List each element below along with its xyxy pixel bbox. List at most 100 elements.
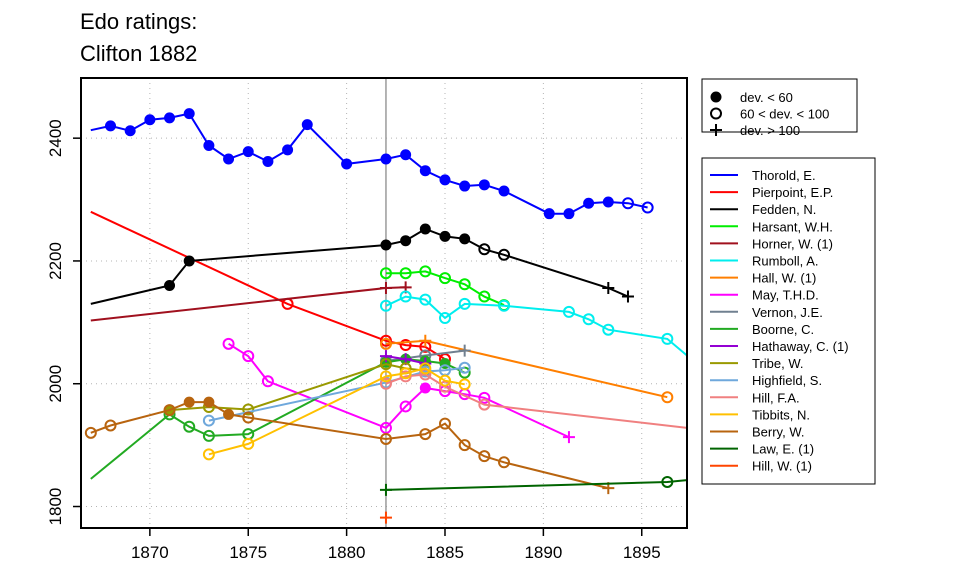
series-thorold-e-line	[90, 112, 648, 215]
marker-legend-open-point	[710, 107, 722, 120]
legend-thorold-e-label: Thorold, E.	[752, 168, 816, 183]
x-tick-label: 1870	[131, 543, 169, 562]
y-tick-label: 2000	[46, 365, 65, 403]
series-law-e-1-point	[661, 475, 674, 488]
series-thorold-e-point	[183, 108, 195, 120]
legend-vernon-j-e-label: Vernon, J.E.	[752, 305, 823, 320]
series-hill-w-1	[379, 511, 392, 524]
legend-tribe-w-label: Tribe, W.	[752, 356, 804, 371]
series-fedden-n-point	[380, 239, 392, 251]
series-thorold-e-point	[242, 146, 254, 158]
series-legend: Thorold, E. Pierpoint, E.P. Fedden, N. Hars…	[701, 157, 876, 485]
series-fedden-n-point	[478, 243, 491, 256]
series-thorold-e-point	[439, 174, 451, 186]
series-pierpoint-e-p-point	[399, 339, 412, 352]
series-harsant-w-h-point	[458, 278, 471, 291]
series-berry-w-point	[84, 426, 97, 439]
x-tick-label: 1875	[229, 543, 267, 562]
series-legend-box	[701, 157, 876, 485]
series-hill-f-a-point	[478, 398, 491, 411]
marker-legend-filled-point	[710, 91, 722, 103]
series-tibbits-n	[202, 362, 471, 461]
series-fedden-n-point	[459, 233, 471, 245]
series-thorold-e-point	[262, 155, 274, 167]
x-tick-label: 1890	[524, 543, 562, 562]
series-berry-w-point	[203, 396, 215, 408]
series-thorold-e-point	[621, 197, 634, 210]
series-rumboll-a-point	[582, 313, 595, 326]
series-fedden-n-line	[90, 227, 629, 305]
series-rumboll-a	[379, 290, 688, 357]
series-harsant-w-h-point	[438, 272, 451, 285]
legend-hill-w-1-label: Hill, W. (1)	[752, 459, 812, 474]
y-axis: 1800 2000 2200 2400	[46, 119, 81, 525]
series-hall-w-1-point	[661, 391, 674, 404]
grid	[81, 78, 687, 528]
legend-hall-w-1-label: Hall, W. (1)	[752, 271, 816, 286]
series-tibbits-n-point	[379, 370, 392, 383]
series-may-t-h-d-point	[242, 350, 255, 363]
series-rumboll-a-point	[438, 312, 451, 325]
series-thorold-e-point	[144, 114, 156, 126]
chart-title-line-2: Clifton 1882	[80, 41, 197, 66]
series-law-e-1-line	[385, 479, 688, 491]
legend-rumboll-a-label: Rumboll, A.	[752, 254, 818, 269]
series-thorold-e-point	[563, 208, 575, 220]
legend-harsant-w-h-label: Harsant, W.H.	[752, 219, 833, 234]
series-thorold-e-point	[124, 125, 136, 137]
series-tibbits-n-point	[399, 367, 412, 380]
series-tribe-w-point	[379, 358, 392, 371]
series-berry-w-point	[478, 450, 491, 463]
series-harsant-w-h	[379, 265, 511, 312]
series-hall-w-1-point	[419, 334, 432, 347]
legend-law-e-1-label: Law, E. (1)	[752, 442, 814, 457]
series-boorne-c-point	[183, 420, 196, 433]
marker-legend-label: dev. < 60	[740, 90, 793, 105]
series-berry-w-point	[104, 419, 117, 432]
series-thorold-e-point	[459, 180, 471, 192]
series-pierpoint-e-p-line	[90, 210, 446, 361]
marker-legend-label: 60 < dev. < 100	[740, 107, 829, 122]
legend-boorne-c-label: Boorne, C.	[752, 322, 814, 337]
y-tick-label: 2400	[46, 119, 65, 157]
series-thorold-e-point	[301, 119, 313, 131]
series-tibbits-n-point	[419, 362, 432, 375]
series-rumboll-a-point	[498, 299, 511, 312]
series-thorold-e-point	[602, 196, 614, 208]
series-tibbits-n-line	[208, 367, 465, 456]
series-vernon-j-e-point	[458, 344, 471, 357]
series-horner-w-1-point	[379, 281, 392, 294]
series-rumboll-a-point	[661, 332, 674, 345]
series-berry-w-point	[242, 411, 255, 424]
series-fedden-n-point	[498, 248, 511, 261]
series-may-t-h-d-point	[379, 421, 392, 434]
series-may-t-h-d	[222, 337, 575, 444]
series-boorne-c-point	[202, 429, 215, 442]
series-thorold-e-point	[223, 153, 235, 165]
series-fedden-n-point	[400, 235, 412, 247]
series-hall-w-1	[379, 334, 674, 404]
series-thorold-e-point	[203, 140, 215, 152]
series-tibbits-n-point	[438, 374, 451, 387]
series-thorold-e-point	[341, 158, 353, 170]
series-berry-w-point	[498, 456, 511, 469]
series-tibbits-n-point	[202, 448, 215, 461]
series-berry-w-line	[90, 401, 609, 490]
series-tribe-w-point	[242, 403, 255, 416]
series-hill-f-a-line	[385, 373, 688, 429]
series-law-e-1	[379, 475, 688, 496]
series-thorold-e-point	[641, 201, 654, 214]
series-berry-w-point	[379, 432, 392, 445]
marker-legend-box	[701, 78, 858, 133]
legend-hathaway-c-1-label: Hathaway, C. (1)	[752, 339, 849, 354]
series-highfield-s-point	[202, 414, 215, 427]
series-harsant-w-h-point	[399, 267, 412, 280]
series-thorold-e-point	[282, 144, 294, 156]
x-tick-label: 1880	[328, 543, 366, 562]
legend-pierpoint-e-p-label: Pierpoint, E.P.	[752, 185, 833, 200]
series-may-t-h-d-point	[261, 375, 274, 388]
legend-horner-w-1-label: Horner, W. (1)	[752, 236, 833, 251]
series-thorold-e-point	[400, 149, 412, 161]
series-hathaway-c-1-point	[379, 350, 392, 363]
